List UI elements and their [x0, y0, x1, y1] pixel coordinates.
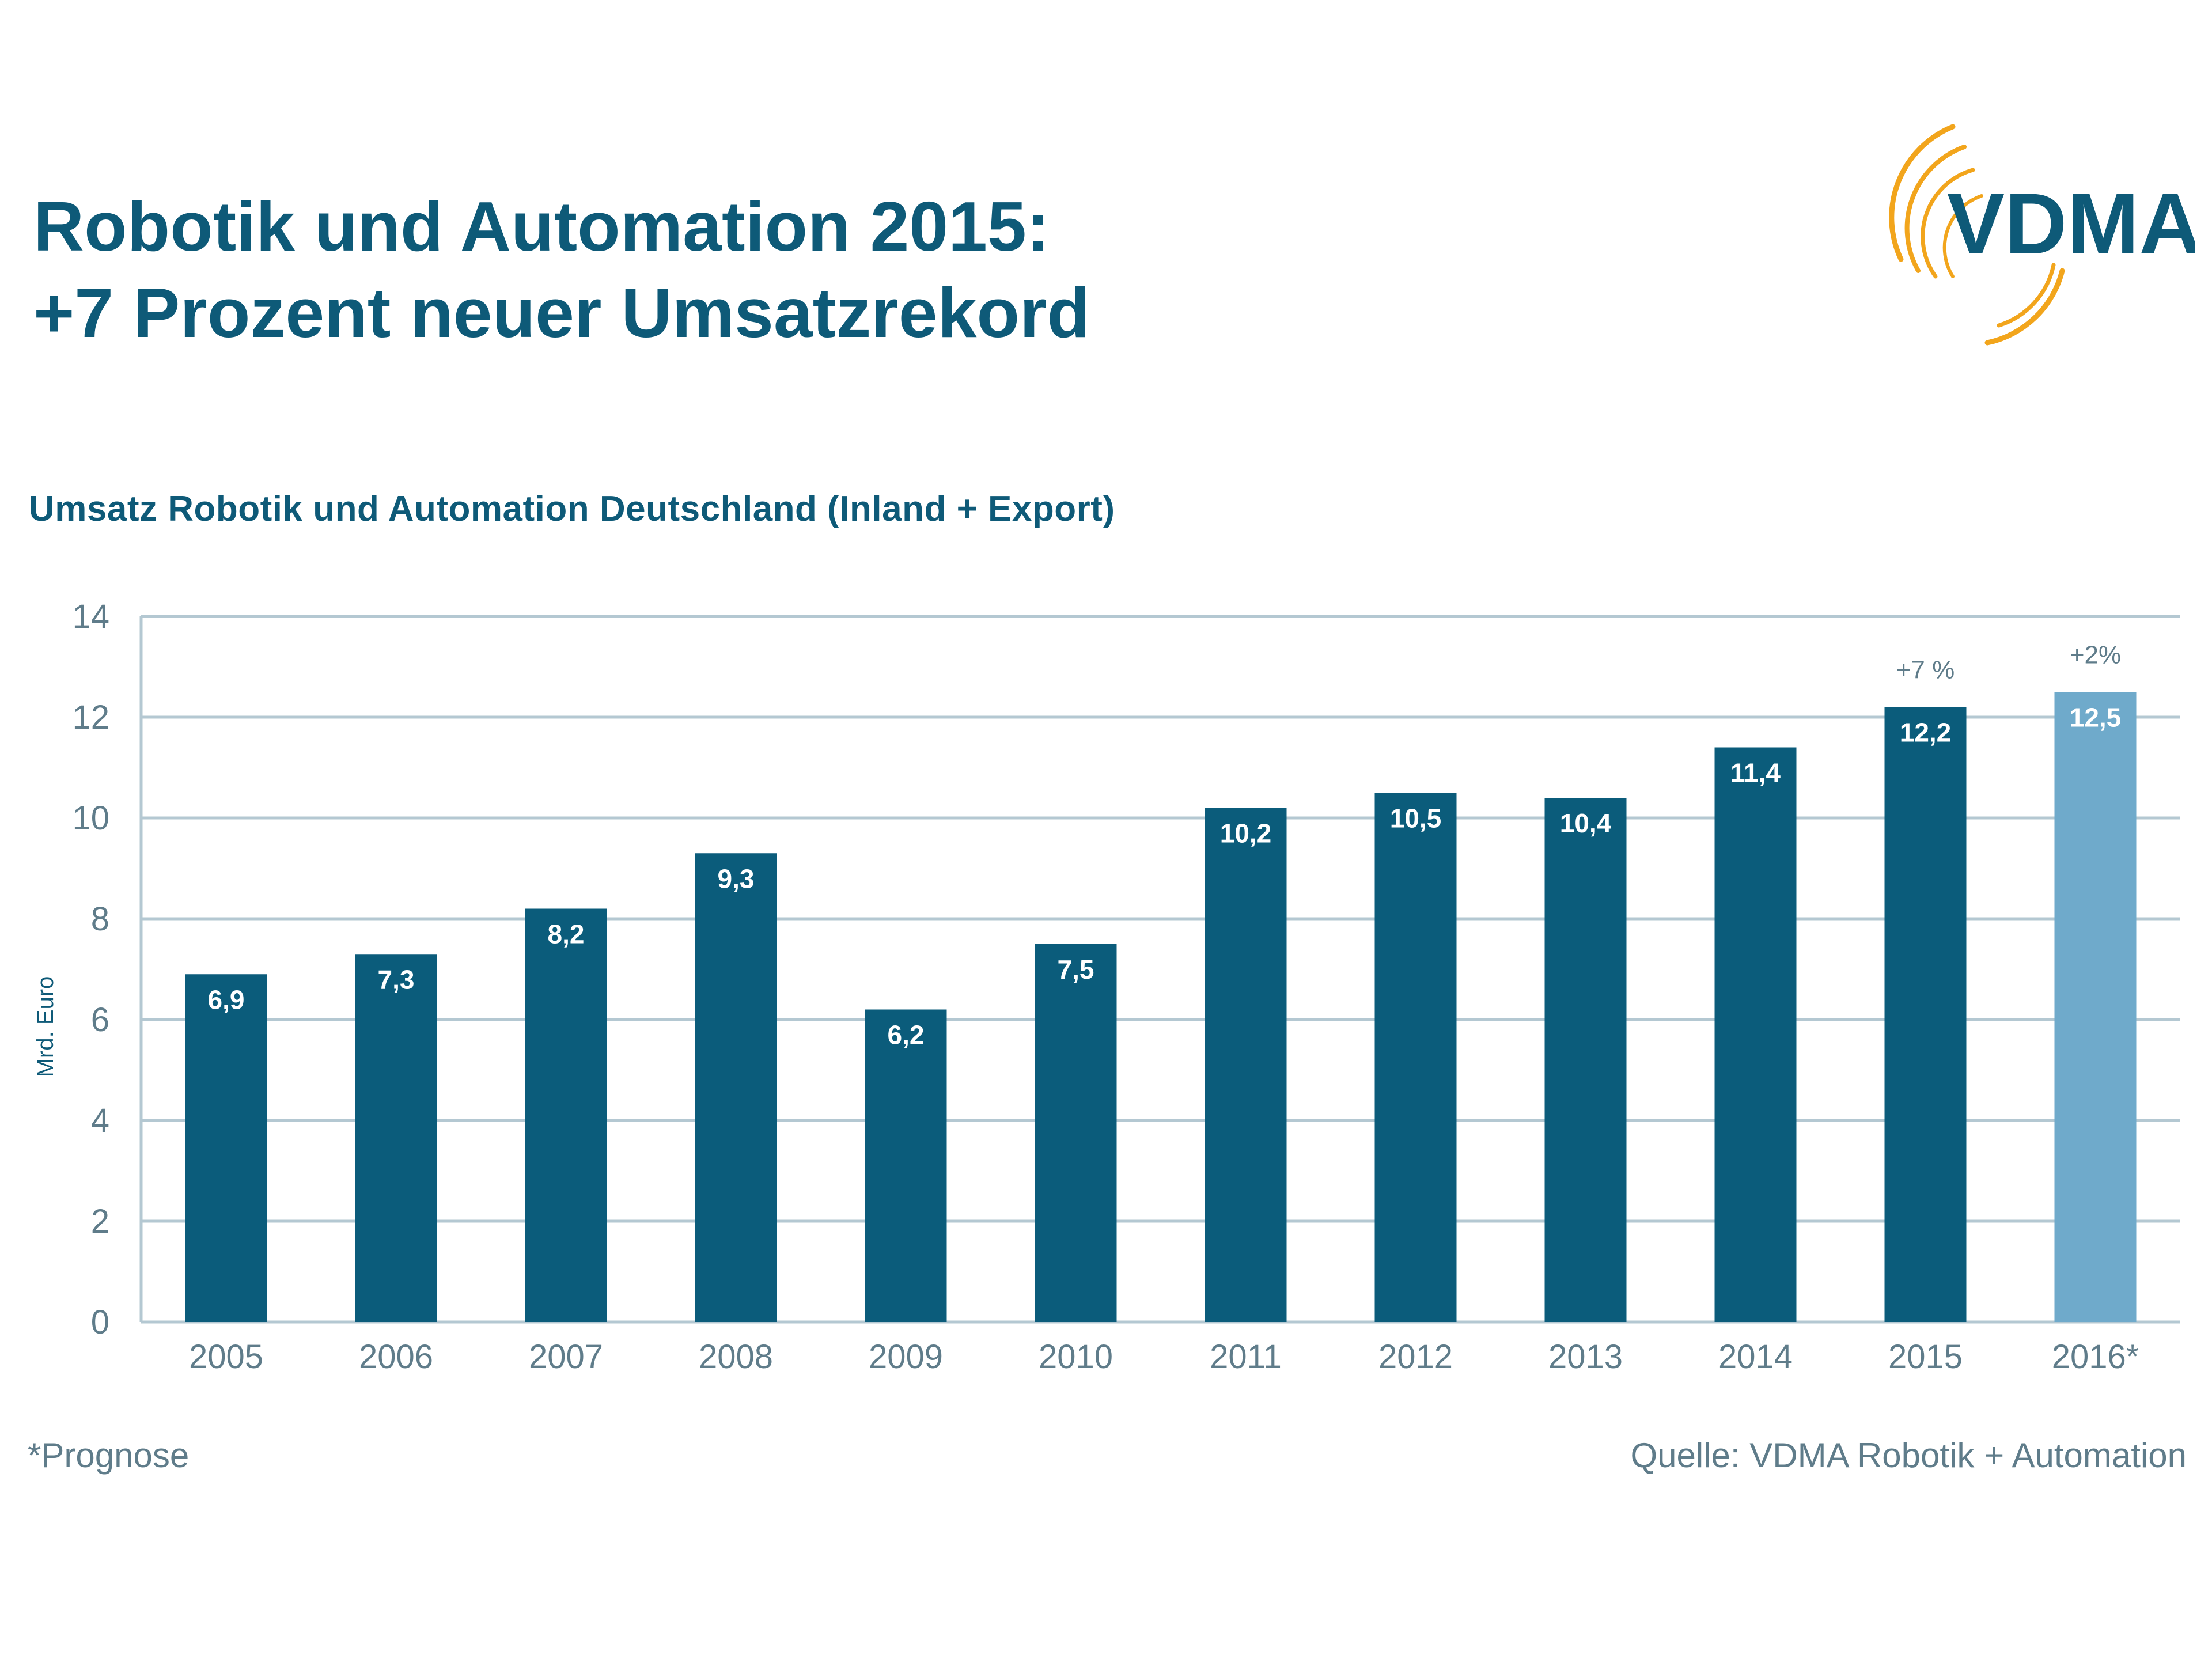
x-tick-label: 2011	[1210, 1338, 1282, 1376]
bar-value-label: 11,4	[1730, 758, 1781, 788]
bar-value-label: 7,5	[1058, 955, 1094, 984]
bar-2010	[1035, 944, 1117, 1322]
bar-2014	[1714, 747, 1797, 1322]
x-tick-label: 2006	[359, 1338, 433, 1376]
logo-arcs-icon	[1889, 124, 2065, 346]
x-tick-label: 2014	[1718, 1338, 1793, 1376]
bar-value-label: 6,9	[208, 984, 245, 1014]
bar-value-label: 6,2	[888, 1020, 925, 1050]
footnote: *Prognose	[28, 1436, 190, 1475]
bar-2016-forecast	[2054, 692, 2137, 1322]
bar-value-label: 10,5	[1390, 803, 1442, 833]
bar-2005	[185, 974, 267, 1322]
x-tick-label: 2016*	[2052, 1338, 2139, 1376]
y-tick-label: 0	[91, 1304, 109, 1341]
title-line-2: +7 Prozent neuer Umsatzrekord	[33, 274, 1090, 352]
y-tick-label: 10	[72, 800, 109, 837]
x-tick-label: 2013	[1548, 1338, 1623, 1376]
y-tick-label: 12	[72, 699, 109, 736]
bar-2008	[695, 853, 777, 1322]
x-tick-label: 2007	[529, 1338, 603, 1376]
bar-value-label: 10,4	[1560, 808, 1612, 838]
x-tick-label: 2012	[1378, 1338, 1453, 1376]
x-tick-label: 2009	[869, 1338, 943, 1376]
y-tick-label: 14	[72, 598, 109, 635]
bar-2007	[525, 908, 607, 1322]
page-title: Robotik und Automation 2015: +7 Prozent …	[33, 183, 1090, 356]
bar-value-label: 9,3	[718, 863, 755, 893]
bar-value-label: 12,2	[1900, 718, 1952, 748]
bar-value-label: 10,2	[1220, 819, 1272, 849]
bar-2009	[865, 1009, 947, 1322]
bar-value-label: 8,2	[548, 919, 585, 949]
bar-2013	[1544, 798, 1627, 1322]
y-tick-label: 8	[91, 900, 109, 938]
bar-2012	[1374, 793, 1457, 1322]
vdma-logo: VDMA	[1815, 104, 2195, 357]
source-note: Quelle: VDMA Robotik + Automation	[1630, 1436, 2187, 1475]
title-line-1: Robotik und Automation 2015:	[33, 187, 1050, 266]
bar-2011	[1205, 808, 1287, 1322]
x-tick-label: 2008	[699, 1338, 773, 1376]
bar-value-label: 7,3	[378, 964, 415, 994]
logo-text: VDMA	[1947, 175, 2195, 272]
x-tick-label: 2015	[1888, 1338, 1963, 1376]
y-tick-label: 6	[91, 1001, 109, 1039]
y-tick-label: 2	[91, 1203, 109, 1240]
x-tick-label: 2010	[1039, 1338, 1113, 1376]
x-tick-label: 2005	[189, 1338, 263, 1376]
growth-annotation: +2%	[2070, 641, 2121, 669]
bar-2006	[355, 954, 437, 1322]
bar-2015	[1884, 707, 1967, 1322]
y-axis-label: Mrd. Euro	[33, 976, 58, 1078]
growth-annotation: +7 %	[1896, 656, 1955, 684]
bar-value-label: 12,5	[2070, 702, 2122, 732]
y-tick-label: 4	[91, 1102, 109, 1139]
chart-title: Umsatz Robotik und Automation Deutschlan…	[29, 489, 1115, 529]
vdma-logo-graphic: VDMA	[1889, 124, 2195, 346]
